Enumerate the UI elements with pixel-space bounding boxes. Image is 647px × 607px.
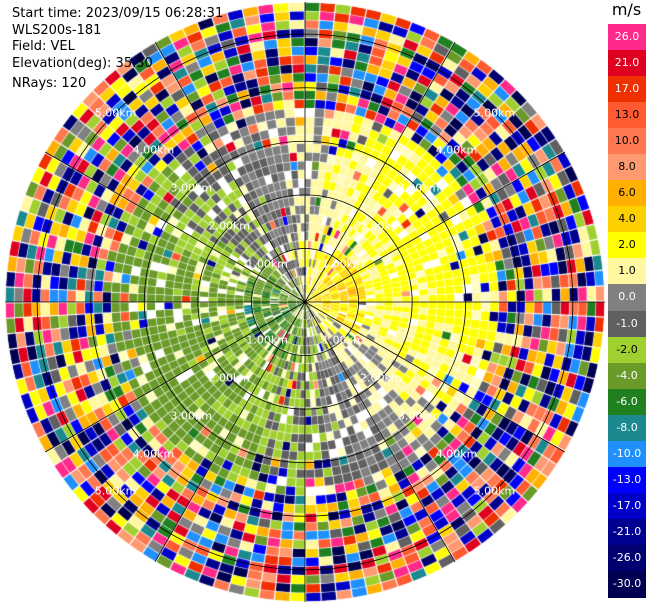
colorbar-tick-label: 21.0 xyxy=(614,56,640,70)
range-ring-label: 1.00km xyxy=(246,333,288,347)
colorbar-tick-label: -17.0 xyxy=(612,498,642,512)
colorbar-tick-label: 10.0 xyxy=(614,134,640,148)
range-ring-label: 5.00km xyxy=(94,106,137,120)
colorbar-tick-label: 6.0 xyxy=(618,186,636,200)
range-ring-label: 1.00km xyxy=(246,257,288,271)
range-ring-label: 1.00km xyxy=(322,257,364,271)
colorbar-tick-label: -8.0 xyxy=(616,420,638,434)
colorbar-tick-label: 2.0 xyxy=(618,238,636,252)
colorbar-segment xyxy=(608,24,646,51)
colorbar-segment xyxy=(608,414,646,442)
nrays-text: NRays: 120 xyxy=(12,76,87,91)
colorbar-segment xyxy=(608,544,646,572)
colorbar-unit: m/s xyxy=(611,0,642,19)
range-ring-label: 3.00km xyxy=(397,409,440,423)
colorbar-segment xyxy=(608,310,646,338)
colorbar-tick-label: -10.0 xyxy=(612,446,642,460)
range-ring-label: 4.00km xyxy=(435,143,478,157)
colorbar-segment xyxy=(608,466,646,494)
start-time-text: Start time: 2023/09/15 06:28:31 xyxy=(12,6,224,21)
range-ring-label: 3.00km xyxy=(170,409,213,423)
azimuth-spoke xyxy=(154,41,306,303)
range-ring-label: 4.00km xyxy=(435,447,478,461)
colorbar-segment xyxy=(608,232,646,260)
colorbar-tick-label: 8.0 xyxy=(618,160,636,174)
colorbar-segment xyxy=(608,102,646,130)
colorbar-tick-label: -1.0 xyxy=(616,316,638,330)
colorbar-tick-label: 17.0 xyxy=(614,82,640,96)
elevation-text: Elevation(deg): 35.30 xyxy=(12,55,153,71)
ppi-velocity-plot xyxy=(0,0,607,607)
range-ring-overlay xyxy=(5,2,605,602)
colorbar-segment xyxy=(608,518,646,546)
colorbar-segment xyxy=(608,570,646,598)
range-ring-label: 4.00km xyxy=(132,447,175,461)
colorbar-segment xyxy=(608,154,646,182)
colorbar-segment xyxy=(608,50,646,78)
colorbar-tick-label: 1.0 xyxy=(618,264,636,278)
range-ring-label: 5.00km xyxy=(473,484,516,498)
azimuth-spoke xyxy=(44,301,306,453)
azimuth-spoke xyxy=(154,301,306,563)
colorbar-tick-label: -30.0 xyxy=(612,576,642,590)
colorbar-segment xyxy=(608,258,646,286)
azimuth-spoke xyxy=(304,301,566,453)
azimuth-spoke xyxy=(44,151,306,303)
colorbar-segment xyxy=(608,336,646,364)
colorbar-tick-label: 4.0 xyxy=(618,212,636,226)
colorbar-segment xyxy=(608,180,646,208)
range-ring-label: 3.00km xyxy=(397,181,440,195)
range-ring-label: 5.00km xyxy=(94,484,137,498)
colorbar-tick-label: 0.0 xyxy=(618,290,636,304)
colorbar-tick-label: -6.0 xyxy=(616,394,638,408)
range-ring-label: 3.00km xyxy=(170,181,213,195)
colorbar-tick-label: -13.0 xyxy=(612,472,642,486)
instrument-text: WLS200s-181 xyxy=(12,22,102,38)
range-ring-label: 5.00km xyxy=(473,106,516,120)
range-ring-label: 2.00km xyxy=(359,371,402,385)
range-ring-label: 2.00km xyxy=(208,219,251,233)
colorbar-tick-label: -4.0 xyxy=(616,368,638,382)
colorbar-segment xyxy=(608,492,646,520)
colorbar-segment xyxy=(608,388,646,416)
azimuth-spoke xyxy=(304,41,456,303)
colorbar-segment xyxy=(608,76,646,104)
colorbar-segment xyxy=(608,206,646,234)
colorbar-tick-label: -26.0 xyxy=(612,550,642,564)
azimuth-spoke xyxy=(304,301,456,563)
range-ring-label: 4.00km xyxy=(132,143,175,157)
field-text: Field: VEL xyxy=(12,39,75,54)
colorbar-tick-label: -21.0 xyxy=(612,524,642,538)
scan-metadata: Start time: 2023/09/15 06:28:31 WLS200s-… xyxy=(12,6,223,93)
azimuth-spoke xyxy=(304,151,566,303)
range-ring-label: 2.00km xyxy=(208,371,251,385)
range-ring-label: 2.00km xyxy=(359,219,402,233)
colorbar-tick-label: 13.0 xyxy=(614,108,640,122)
colorbar-segment xyxy=(608,440,646,468)
colorbar-segment xyxy=(608,128,646,156)
range-ring-label: 1.00km xyxy=(322,333,364,347)
colorbar-tick-label: -2.0 xyxy=(616,342,638,356)
colorbar-segment xyxy=(608,284,646,312)
colorbar-segment xyxy=(608,362,646,390)
colorbar-tick-label: 26.0 xyxy=(614,30,640,44)
